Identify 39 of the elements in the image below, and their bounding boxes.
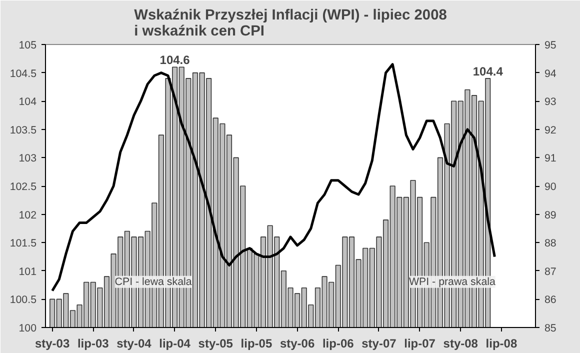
y-tick-label: 103 — [18, 152, 37, 165]
x-tick-label: lip-05 — [240, 336, 272, 350]
x-tick-label: lip-03 — [77, 336, 110, 350]
annotation: 104.4 — [472, 64, 504, 78]
annotation: 104.6 — [160, 53, 190, 68]
annotation: CPI - lewa skala — [114, 276, 192, 288]
y-tick-label: 105 — [18, 40, 37, 52]
y2-tick-label: 95 — [544, 40, 556, 52]
y-tick-label: 102 — [18, 209, 37, 222]
y2-tick-label: 85 — [544, 322, 556, 334]
x-tick-label: sty-07 — [362, 336, 397, 350]
y2-tick-label: 89 — [544, 209, 556, 222]
y2-tick-label: 93 — [544, 96, 556, 108]
x-tick-label: sty-08 — [443, 336, 478, 350]
y2-tick-label: 88 — [544, 238, 556, 250]
annotation: WPI - prawa skala — [408, 276, 496, 288]
y2-tick-label: 90 — [544, 181, 556, 193]
y-tick-label: 100 — [18, 322, 37, 334]
x-tick-label: lip-08 — [486, 336, 518, 350]
y-tick-label: 103.5 — [10, 124, 37, 136]
x-tick-label: sty-03 — [34, 336, 70, 350]
y2-tick-label: 92 — [544, 124, 556, 136]
x-tick-label: sty-05 — [198, 336, 234, 350]
x-tick-label: sty-04 — [116, 336, 152, 350]
x-tick-label: lip-04 — [159, 336, 191, 350]
y-tick-label: 100.5 — [10, 294, 37, 306]
y-tick-label: 104.5 — [10, 68, 37, 80]
y-tick-label: 102.5 — [10, 181, 37, 193]
y-tick-label: 104 — [18, 96, 37, 108]
y-tick-label: 101 — [18, 266, 37, 278]
y2-tick-label: 87 — [544, 266, 556, 278]
y-tick-label: 101.5 — [10, 238, 37, 250]
chart-title: Wskaźnik Przyszłej Inflacji (WPI) - lipiec 2008 i wskaźnik cen CPI — [134, 8, 447, 40]
y2-tick-label: 91 — [544, 152, 556, 165]
y2-tick-label: 94 — [544, 68, 556, 80]
x-tick-label: lip-07 — [404, 336, 436, 350]
x-tick-label: lip-06 — [322, 336, 354, 350]
x-tick-label: sty-06 — [280, 336, 315, 350]
y2-tick-label: 86 — [544, 294, 556, 306]
